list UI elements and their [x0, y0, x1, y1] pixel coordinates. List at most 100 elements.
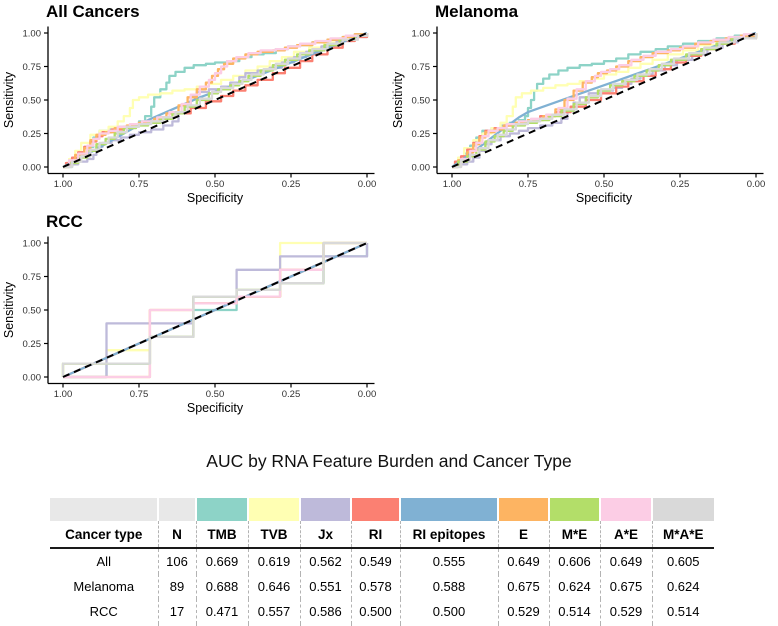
- auc-cell: 0.555: [399, 548, 498, 574]
- separator-overhang: [195, 624, 248, 626]
- column-header: E: [497, 521, 549, 549]
- auc-cell: 0.514: [548, 599, 600, 624]
- roc-plot-melanoma: Melanoma Specificity Sensitivity 1.00 0.75 0.…: [391, 2, 765, 205]
- y-tick-label: 0.50: [412, 95, 431, 106]
- column-header: RI epitopes: [399, 521, 498, 549]
- auc-cell: 0.675: [599, 574, 652, 599]
- row-label: Melanoma: [73, 579, 135, 594]
- separator-overhang: [399, 624, 498, 626]
- roc-curve-M*A*E: [61, 241, 367, 377]
- roc-curve-A*E: [63, 33, 369, 169]
- x-tick-label: 0.75: [130, 179, 149, 190]
- auc-cell: 0.557: [247, 599, 300, 624]
- y-tick-label: 0.25: [23, 339, 42, 350]
- roc-curve-M*A*E: [452, 33, 758, 169]
- plot-title: RCC: [46, 212, 83, 231]
- auc-cell: 0.619: [247, 548, 300, 574]
- y-tick-label: 0.25: [412, 129, 431, 140]
- y-tick-label: 0.75: [412, 62, 431, 73]
- color-key-swatch: [299, 498, 351, 521]
- auc-cell: 89: [157, 574, 196, 599]
- auc-cell: 0.675: [497, 574, 549, 599]
- column-header: M*E: [548, 521, 600, 549]
- y-tick-label: 0.75: [23, 272, 42, 283]
- auc-cell: 0.529: [497, 599, 549, 624]
- auc-cell: 0.562: [299, 548, 351, 574]
- y-tick-label: 0.00: [23, 372, 42, 383]
- auc-cell: 17: [157, 599, 196, 624]
- separator-overhang: [651, 624, 714, 626]
- x-tick-label: 0.50: [206, 179, 225, 190]
- column-header: TMB: [195, 521, 248, 549]
- roc-curve-M*A*E: [63, 33, 369, 169]
- plot-title: Melanoma: [435, 2, 519, 21]
- column-header: N: [157, 521, 196, 549]
- separator-overhang: [548, 624, 600, 626]
- table-row: Melanoma 89 0.688 0.646 0.551 0.578 0.588 0.675…: [50, 574, 714, 599]
- auc-cell: 0.500: [399, 599, 498, 624]
- x-tick-label: 0.75: [519, 179, 538, 190]
- roc-plot-all-cancers: All Cancers Specificity Sensitivity 1.00 0.7…: [2, 2, 377, 205]
- roc-curve-TVB: [63, 33, 369, 169]
- auc-cell: 0.624: [548, 574, 600, 599]
- y-tick-label: 0.25: [23, 129, 42, 140]
- x-tick-label: 0.75: [130, 389, 149, 400]
- x-tick-label: 0.25: [282, 179, 301, 190]
- y-axis-label: Sensitivity: [391, 71, 405, 128]
- color-key-swatch: [195, 498, 248, 521]
- x-tick-label: 0.50: [595, 179, 614, 190]
- color-key-swatch: [50, 498, 158, 521]
- column-header: TVB: [247, 521, 300, 549]
- table-row: RCC 17 0.471 0.557 0.586 0.500 0.500 0.529 0.514…: [50, 599, 714, 624]
- auc-cell: 0.669: [195, 548, 248, 574]
- plot-title: All Cancers: [46, 2, 140, 21]
- x-tick-label: 0.25: [282, 389, 301, 400]
- color-key-swatch: [599, 498, 652, 521]
- color-key-swatch: [651, 498, 714, 521]
- separator-overhang: [299, 624, 351, 626]
- color-key-swatch: [497, 498, 549, 521]
- roc-plot-rcc: RCC Specificity Sensitivity 1.00 0.75 0.50 0.2…: [2, 212, 377, 415]
- color-key-swatch: [350, 498, 400, 521]
- column-header: RI: [350, 521, 400, 549]
- y-tick-label: 1.00: [23, 28, 42, 39]
- color-key-swatch: [157, 498, 196, 521]
- auc-cell: 0.624: [651, 574, 714, 599]
- auc-cell: 0.586: [299, 599, 351, 624]
- table-row: All 106 0.669 0.619 0.562 0.549 0.555 0.649 0.60…: [50, 548, 714, 574]
- x-axis-label: Specificity: [576, 191, 633, 205]
- auc-cell: 0.605: [651, 548, 714, 574]
- color-key-swatch: [247, 498, 300, 521]
- auc-cell: 0.471: [195, 599, 248, 624]
- x-axis-label: Specificity: [187, 401, 244, 415]
- x-tick-label: 1.00: [54, 179, 73, 190]
- separator-overhang: [157, 624, 196, 626]
- auc-cell: 0.529: [599, 599, 652, 624]
- separator-overhang: [599, 624, 652, 626]
- y-tick-label: 0.00: [412, 162, 431, 173]
- chance-diagonal-line: [451, 32, 757, 168]
- x-tick-label: 0.00: [358, 389, 377, 400]
- auc-cell: 0.688: [195, 574, 248, 599]
- x-tick-label: 0.00: [358, 179, 377, 190]
- row-label: RCC: [89, 604, 118, 619]
- auc-cell: 0.588: [399, 574, 498, 599]
- auc-cell: 0.514: [651, 599, 714, 624]
- column-header: Cancer type: [50, 521, 158, 549]
- roc-curve-A*E: [452, 33, 758, 169]
- auc-cell: 0.551: [299, 574, 351, 599]
- auc-cell: 0.649: [599, 548, 652, 574]
- auc-cell: 0.578: [350, 574, 400, 599]
- roc-curve-E: [63, 33, 369, 169]
- separator-overhang: [350, 624, 400, 626]
- x-axis-label: Specificity: [187, 191, 244, 205]
- row-label: All: [96, 554, 111, 569]
- x-tick-label: 1.00: [443, 179, 462, 190]
- auc-cell: 0.649: [497, 548, 549, 574]
- y-tick-label: 0.50: [23, 305, 42, 316]
- y-tick-label: 1.00: [23, 238, 42, 249]
- y-tick-label: 0.50: [23, 95, 42, 106]
- x-tick-label: 1.00: [54, 389, 73, 400]
- roc-curve-TVB: [452, 33, 758, 169]
